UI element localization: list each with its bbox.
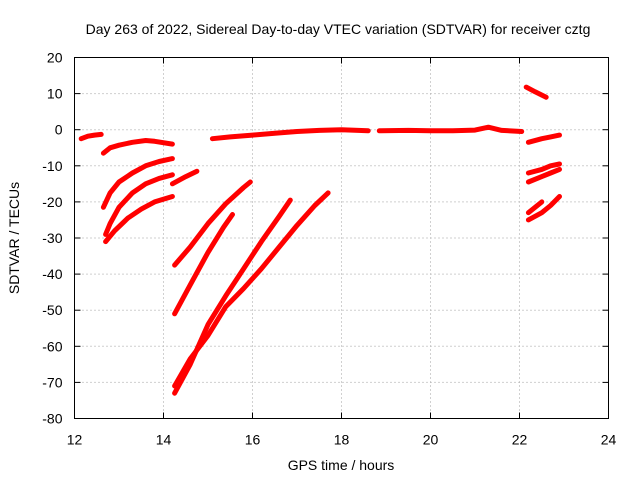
series-arc-6: [169, 168, 200, 187]
y-tick-labels: -80 -70 -60 -50 -40 -30 -20 -10 0 10 20: [42, 50, 62, 427]
series-arc-4: [103, 172, 175, 237]
chart-title: Day 263 of 2022, Sidereal Day-to-day VTE…: [86, 21, 591, 37]
x-tick-label-3: 18: [334, 432, 350, 448]
series-arc-1: [78, 131, 104, 142]
series-layer: [78, 84, 562, 396]
series-arc-18: [525, 194, 562, 223]
x-tick-label-2: 16: [245, 432, 261, 448]
series-arc-14: [525, 132, 562, 145]
x-axis-label: GPS time / hours: [288, 457, 395, 473]
x-tick-label-0: 12: [67, 432, 83, 448]
y-tick-label-8: 0: [55, 122, 63, 138]
series-arc-16: [525, 166, 562, 185]
x-tick-label-5: 22: [512, 432, 528, 448]
series-arc-13: [523, 84, 549, 100]
x-tick-label-4: 20: [423, 432, 439, 448]
series-arc-8: [172, 212, 235, 317]
series-arc-3: [100, 156, 175, 210]
grid-layer: [74, 57, 609, 419]
series-arc-5: [103, 194, 175, 245]
y-tick-label-4: -40: [42, 266, 62, 282]
x-tick-labels: 12 14 16 18 20 22 24: [67, 432, 617, 448]
y-tick-label-0: -80: [42, 411, 62, 427]
x-tick-label-1: 14: [156, 432, 172, 448]
y-tick-label-7: -10: [42, 158, 62, 174]
y-tick-label-1: -70: [42, 374, 62, 390]
series-arc-2: [100, 138, 175, 156]
y-tick-label-3: -50: [42, 302, 62, 318]
series-arc-17: [525, 199, 545, 216]
y-tick-label-5: -30: [42, 230, 62, 246]
series-arc-15: [525, 161, 562, 176]
y-axis-label: SDTVAR / TECUs: [6, 182, 22, 294]
series-arc-11: [209, 127, 371, 142]
tick-layer: [74, 57, 609, 419]
series-arc-12: [376, 124, 525, 134]
y-tick-label-2: -60: [42, 338, 62, 354]
y-tick-label-10: 20: [47, 50, 63, 66]
y-tick-label-9: 10: [47, 86, 63, 102]
y-tick-label-6: -20: [42, 194, 62, 210]
x-tick-label-6: 24: [601, 432, 617, 448]
series-arc-10: [172, 190, 331, 389]
series-arc-7: [172, 179, 253, 268]
